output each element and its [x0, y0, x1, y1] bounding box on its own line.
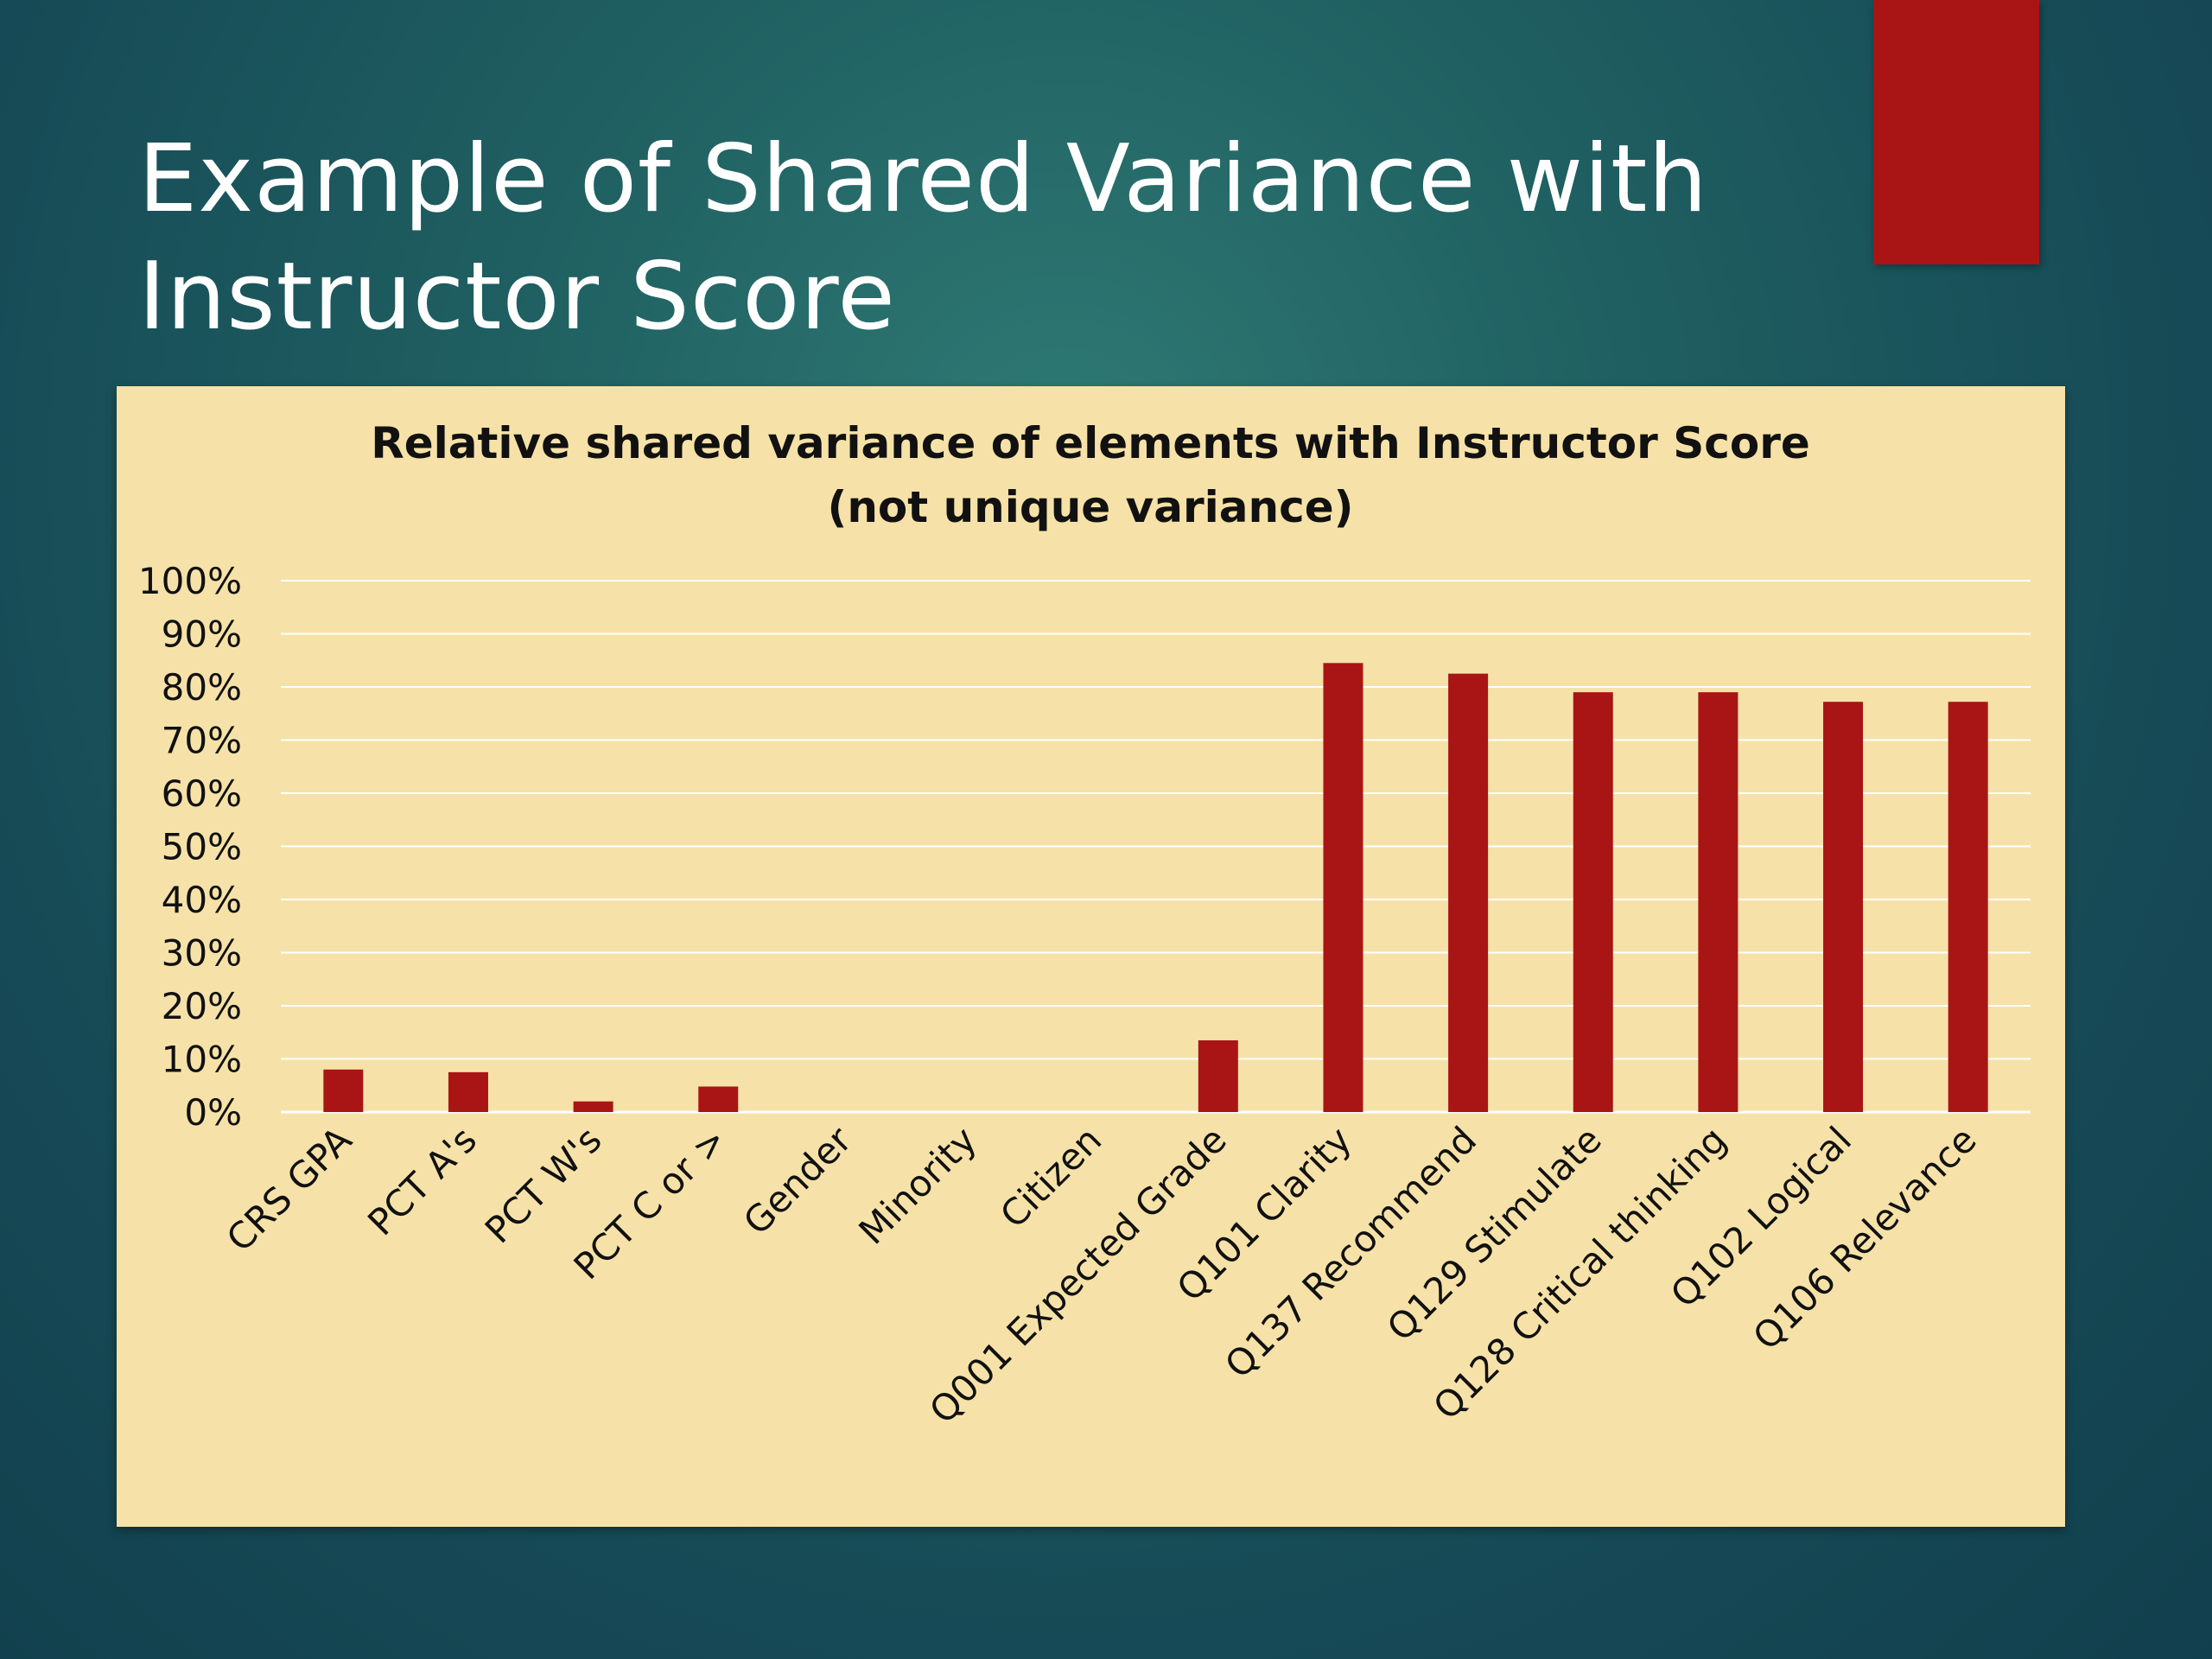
y-tick-label: 10% — [162, 1039, 242, 1081]
y-tick-label: 30% — [162, 932, 242, 975]
bar — [448, 1071, 488, 1112]
y-axis: 0% 10% 20% 30% 40% 50% 60% 70% 80% 90% 100% — [138, 560, 242, 1134]
chart-title-line-2: (not unique variance) — [827, 482, 1353, 532]
bar — [573, 1101, 613, 1112]
bar — [1573, 692, 1613, 1112]
chart-panel — [117, 386, 2065, 1527]
y-tick-label: 100% — [138, 560, 242, 602]
x-tick-label: Citizen — [992, 1118, 1109, 1236]
y-tick-label: 60% — [162, 772, 242, 815]
x-tick-label: PCT A's — [359, 1118, 485, 1243]
bar — [1948, 702, 1988, 1112]
bar — [1698, 692, 1738, 1112]
x-tick-label: Q129 Stimulate — [1379, 1118, 1610, 1349]
y-tick-label: 40% — [162, 879, 242, 921]
chart-title-line-1: Relative shared variance of elements wit… — [371, 418, 1810, 468]
x-tick-label: PCT W's — [477, 1118, 610, 1251]
bar — [1323, 663, 1363, 1112]
accent-bar — [1873, 0, 2039, 264]
bars — [323, 663, 1988, 1112]
y-tick-label: 0% — [184, 1091, 242, 1134]
x-tick-label: Q137 Recommend — [1217, 1118, 1484, 1386]
bar — [1448, 673, 1489, 1112]
y-tick-label: 90% — [162, 613, 242, 656]
x-tick-label: Gender — [735, 1118, 861, 1243]
y-tick-label: 70% — [162, 720, 242, 762]
x-tick-label: Q106 Relevance — [1745, 1118, 1984, 1357]
slide-title: Example of Shared Variance with Instruct… — [138, 121, 1866, 356]
x-tick-label: Minority — [850, 1118, 984, 1252]
y-tick-label: 20% — [162, 985, 242, 1027]
bar — [1198, 1039, 1238, 1112]
y-tick-label: 50% — [162, 826, 242, 868]
slide-title-line-2: Instructor Score — [138, 243, 896, 351]
bar — [323, 1069, 364, 1112]
bar — [1823, 702, 1864, 1112]
x-tick-label: CRS GPA — [219, 1118, 360, 1260]
y-tick-label: 80% — [162, 666, 242, 709]
bar — [698, 1086, 739, 1112]
slide-title-line-1: Example of Shared Variance with — [138, 125, 1708, 233]
gridlines — [281, 580, 2031, 1114]
